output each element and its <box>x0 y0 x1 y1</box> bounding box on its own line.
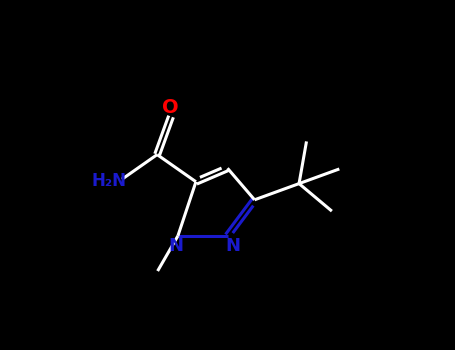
Text: N: N <box>168 237 183 255</box>
Text: H₂N: H₂N <box>92 173 127 190</box>
Text: N: N <box>225 237 240 255</box>
Text: O: O <box>162 98 178 117</box>
